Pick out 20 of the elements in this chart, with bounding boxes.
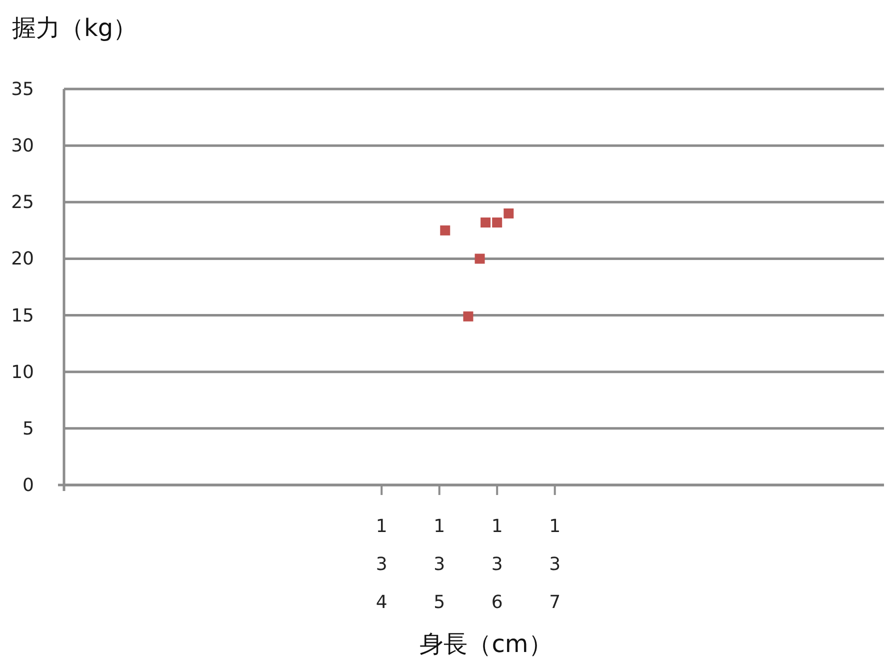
y-tick-label: 30 (11, 136, 34, 157)
point (480, 218, 491, 228)
point (492, 218, 502, 228)
point (440, 225, 450, 236)
y-tick-label: 0 (22, 475, 34, 496)
x-tick-label: 1 3 7 (549, 516, 561, 613)
y-tick-label: 10 (11, 362, 34, 383)
y-tick-label: 25 (11, 192, 34, 214)
y-tick-label: 35 (11, 79, 34, 100)
x-tick-label: 1 3 4 (376, 516, 388, 613)
y-tick-label: 20 (11, 248, 34, 270)
x-tick-label: 1 3 6 (491, 516, 503, 613)
y-tick-label: 5 (22, 418, 34, 440)
x-tick-label: 1 3 5 (434, 516, 446, 613)
point (463, 311, 474, 322)
point (474, 254, 485, 264)
point (504, 208, 514, 218)
x-axis-title: 身長（cm） (420, 630, 552, 658)
y-tick-label: 15 (11, 305, 34, 326)
y-axis-title: 握力（kg） (12, 14, 138, 42)
